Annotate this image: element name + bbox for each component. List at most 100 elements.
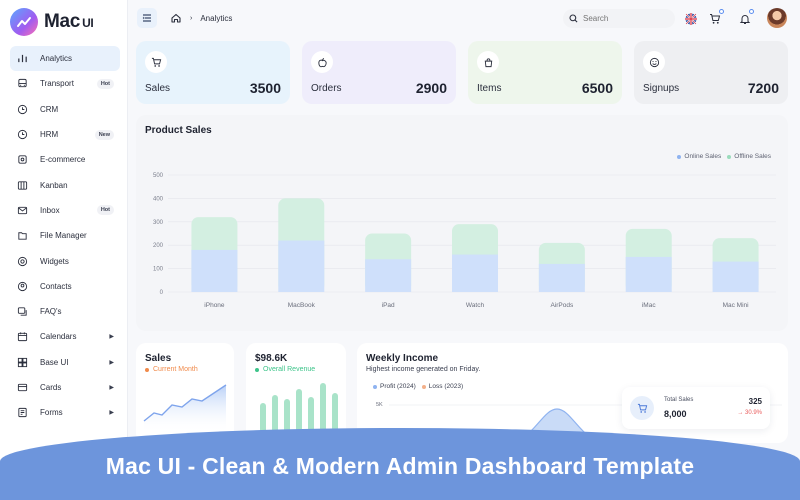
- card-icon: [16, 382, 28, 394]
- home-icon[interactable]: [170, 12, 182, 24]
- breadcrumb: › Analytics: [170, 12, 232, 24]
- bar-online-sales[interactable]: [365, 259, 412, 292]
- grid-icon: [16, 356, 28, 368]
- weekly-income-legend: Profit (2024) Loss (2023): [373, 383, 463, 390]
- notification-dot: [719, 9, 724, 14]
- bar-online-sales[interactable]: [191, 249, 238, 292]
- bell-icon[interactable]: [738, 9, 754, 25]
- sidebar-item-hrm[interactable]: HRM New: [10, 122, 120, 147]
- cart-icon[interactable]: [708, 9, 724, 25]
- sidebar-item-crm[interactable]: CRM: [10, 97, 120, 122]
- y-tick-label: 400: [153, 196, 164, 202]
- bag-icon: [477, 51, 499, 73]
- sidebar-nav: Analytics Transport Hot CRM HRM New E-commerce…: [10, 46, 120, 425]
- sidebar-item-label: Analytics: [40, 54, 73, 64]
- y-tick-label: 500: [153, 173, 164, 179]
- sidebar-item-widgets[interactable]: Widgets: [10, 248, 120, 273]
- sidebar-item-label: Transport: [40, 79, 74, 89]
- chevron-right-icon: ▶: [109, 385, 114, 391]
- weekly-income-title: Weekly Income: [366, 353, 439, 364]
- sidebar-item-label: FAQ's: [40, 307, 62, 317]
- cart-icon: [630, 396, 654, 420]
- stat-value: 7200: [747, 80, 779, 96]
- x-tick-label: iPhone: [204, 302, 225, 309]
- sidebar-item-transport[interactable]: Transport Hot: [10, 71, 120, 96]
- sidebar-item-label: CRM: [40, 104, 59, 114]
- product-sales-chart: 0 100 200 300 400 500 iPhone MacBook iPad Watch Ai…: [153, 173, 776, 309]
- search-input[interactable]: [583, 14, 663, 23]
- stat-card-sales: Sales 3500: [136, 41, 290, 104]
- sidebar-item-label: Forms: [40, 408, 63, 418]
- faq-icon: [16, 306, 28, 318]
- weekly-income-subtitle: Highest income generated on Friday.: [366, 366, 481, 373]
- legend-item: Offline Sales: [727, 153, 771, 160]
- x-tick-label: iMac: [642, 302, 656, 309]
- x-tick-label: AirPods: [550, 302, 574, 309]
- stat-card-orders: Orders 2900: [302, 41, 456, 104]
- bar-online-sales[interactable]: [452, 254, 498, 292]
- brand-logo[interactable]: Mac UI: [10, 8, 94, 36]
- sidebar-item-forms[interactable]: Forms ▶: [10, 400, 120, 425]
- sidebar-item-label: HRM: [40, 130, 59, 140]
- breadcrumb-current: Analytics: [200, 13, 233, 23]
- sales-card-title: Sales: [145, 353, 172, 364]
- logo-mark-icon: [10, 8, 38, 36]
- sidebar-item-inbox[interactable]: Inbox Hot: [10, 198, 120, 223]
- bar-online-sales[interactable]: [625, 256, 672, 292]
- sidebar-item-e-commerce[interactable]: E-commerce: [10, 147, 120, 172]
- sidebar-item-label: File Manager: [40, 231, 87, 241]
- stat-label: Items: [477, 83, 502, 94]
- sidebar-badge: Hot: [96, 205, 114, 216]
- chevron-right-icon: ›: [190, 14, 193, 22]
- bar-chart-icon: [16, 53, 28, 65]
- sidebar-item-kanban[interactable]: Kanban: [10, 172, 120, 197]
- shop-icon: [16, 154, 28, 166]
- sidebar-item-base-ui[interactable]: Base UI ▶: [10, 350, 120, 375]
- y-tick-label: 100: [153, 267, 164, 273]
- sidebar-item-contacts[interactable]: Contacts: [10, 274, 120, 299]
- smile-icon: [643, 51, 665, 73]
- stat-label: Signups: [643, 83, 680, 94]
- sidebar-badge: Hot: [96, 78, 114, 89]
- banner-title: Mac UI - Clean & Modern Admin Dashboard …: [105, 452, 695, 479]
- user-avatar[interactable]: [767, 8, 787, 28]
- bar-online-sales[interactable]: [538, 263, 585, 292]
- bar-online-sales[interactable]: [278, 240, 325, 292]
- mail-icon: [16, 204, 28, 216]
- form-icon: [16, 407, 28, 419]
- file-icon: [16, 230, 28, 242]
- sidebar-item-cards[interactable]: Cards ▶: [10, 375, 120, 400]
- menu-toggle-button[interactable]: [137, 8, 157, 28]
- legend-dot: [255, 367, 259, 372]
- stat-card-signups: Signups 7200: [634, 41, 788, 104]
- total-sales-count: 325: [748, 397, 762, 406]
- sidebar-item-label: Cards: [40, 383, 62, 392]
- search-box[interactable]: [563, 9, 675, 28]
- sidebar-item-label: Contacts: [40, 281, 72, 291]
- x-tick-label: MacBook: [288, 302, 316, 309]
- y-tick-label: 200: [153, 243, 164, 249]
- sidebar-item-calendars[interactable]: Calendars ▶: [10, 324, 120, 349]
- clock-icon: [16, 129, 28, 141]
- total-sales-value: 8,000: [664, 409, 687, 419]
- sales-card: Sales Current Month: [136, 343, 234, 443]
- arrow-down-icon: →: [737, 410, 745, 416]
- sidebar-item-file-manager[interactable]: File Manager: [10, 223, 120, 248]
- sidebar-item-faq-s[interactable]: FAQ's: [10, 299, 120, 324]
- sidebar-item-label: Kanban: [40, 180, 68, 190]
- sidebar-item-label: Calendars: [40, 332, 77, 342]
- notification-dot: [749, 9, 754, 14]
- sidebar-item-analytics[interactable]: Analytics: [10, 46, 120, 72]
- stat-value: 3500: [249, 80, 281, 96]
- language-flag-icon[interactable]: [684, 12, 697, 25]
- widget-icon: [16, 255, 28, 267]
- chevron-right-icon: ▶: [109, 334, 114, 341]
- revenue-card-subtitle: Overall Revenue: [255, 366, 315, 373]
- total-sales-card: Total Sales 8,000 325 → 30.9%: [622, 387, 770, 429]
- total-sales-change: → 30.9%: [737, 410, 762, 416]
- bar-online-sales[interactable]: [712, 261, 759, 292]
- product-sales-panel: Product Sales Online Sales Offline Sales …: [136, 115, 788, 331]
- search-icon: [569, 14, 578, 23]
- x-tick-label: Mac Mini: [723, 302, 749, 309]
- sidebar-item-label: E-commerce: [40, 155, 86, 165]
